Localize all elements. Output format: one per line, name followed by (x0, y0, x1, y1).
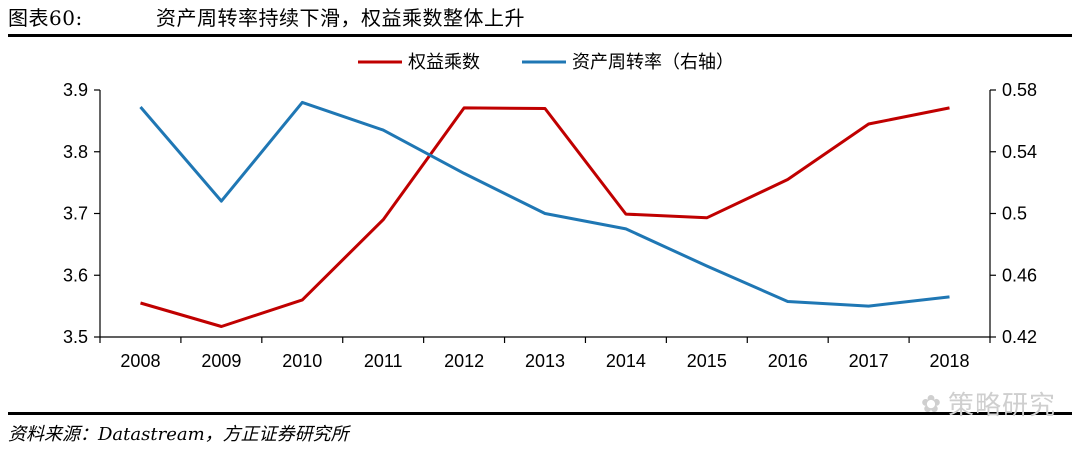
x-tick-label: 2008 (120, 351, 160, 371)
legend: 权益乘数 资产周转率（右轴） (358, 52, 734, 73)
series-line-2 (139, 100, 950, 308)
y-left-tick-label: 3.9 (63, 80, 88, 100)
y-left-tick-label: 3.6 (63, 265, 88, 285)
watermark: ✿ 策略研究 (921, 385, 1056, 422)
watermark-text: 策略研究 (947, 391, 1056, 421)
y-left-tick-label: 3.7 (63, 204, 88, 224)
x-tick-label: 2010 (282, 351, 322, 371)
x-tick-label: 2009 (201, 351, 241, 371)
legend-label-2: 资产周转率（右轴） (572, 52, 734, 73)
top-rule (8, 34, 1072, 37)
figure-number: 图表60: (8, 5, 83, 30)
figure-title-bar: 图表60: 资产周转率持续下滑，权益乘数整体上升 (8, 2, 525, 30)
y-right-tick-label: 0.42 (1002, 327, 1037, 347)
x-tick-label: 2014 (606, 351, 646, 371)
x-tick-label: 2018 (930, 351, 970, 371)
x-tick-label: 2012 (444, 351, 484, 371)
y-left-tick-label: 3.5 (63, 327, 88, 347)
bottom-rule (8, 412, 1072, 415)
x-tick-label: 2017 (849, 351, 889, 371)
y-right-tick-label: 0.58 (1002, 80, 1037, 100)
x-tick-label: 2015 (687, 351, 727, 371)
y-right-tick-label: 0.5 (1002, 204, 1027, 224)
legend-label-1: 权益乘数 (408, 52, 480, 73)
source-note: 资料来源：Datastream，方正证券研究所 (8, 424, 349, 445)
wechat-icon: ✿ (920, 389, 942, 418)
series-layer (139, 100, 950, 328)
y-right-tick-label: 0.54 (1002, 142, 1037, 162)
figure-title: 资产周转率持续下滑，权益乘数整体上升 (156, 5, 525, 30)
line-chart: 3.5 3.6 3.7 3.8 3.9 0.42 0.46 0.5 0.54 0.58 2008 20… (63, 52, 1037, 371)
y-left-tick-label: 3.8 (63, 142, 88, 162)
axes: 3.5 3.6 3.7 3.8 3.9 0.42 0.46 0.5 0.54 0.58 2008 20… (63, 80, 1037, 371)
x-tick-label: 2011 (364, 351, 403, 371)
series-line-1 (140, 106, 950, 328)
x-tick-label: 2013 (525, 351, 565, 371)
y-right-tick-label: 0.46 (1002, 265, 1037, 285)
x-tick-label: 2016 (768, 351, 808, 371)
